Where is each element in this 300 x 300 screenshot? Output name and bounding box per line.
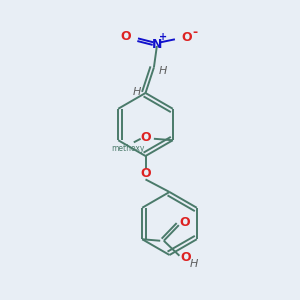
Text: H: H [132, 86, 141, 97]
Text: O: O [121, 30, 131, 44]
Text: -: - [192, 26, 198, 39]
Text: methoxy: methoxy [111, 144, 145, 153]
Text: O: O [179, 216, 190, 229]
Text: H: H [159, 66, 167, 76]
Text: +: + [159, 32, 167, 42]
Text: N: N [152, 38, 162, 51]
Text: O: O [141, 167, 152, 180]
Text: H: H [190, 259, 198, 269]
Text: O: O [140, 131, 151, 144]
Text: O: O [180, 251, 191, 264]
Text: O: O [182, 31, 192, 44]
